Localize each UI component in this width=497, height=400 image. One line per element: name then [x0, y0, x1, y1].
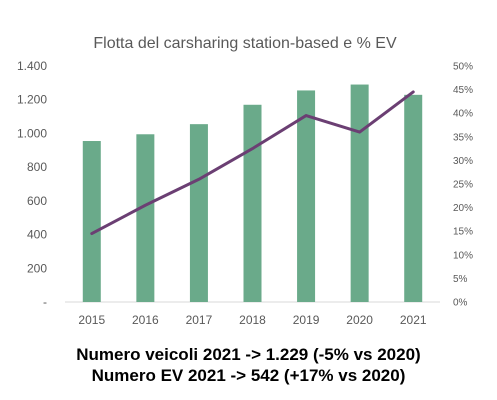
summary-notes: Numero veicoli 2021 -> 1.229 (-5% vs 202… — [0, 344, 497, 386]
bar — [297, 90, 316, 302]
bar — [82, 141, 101, 302]
bar-series — [82, 84, 423, 303]
x-tick-label: 2016 — [132, 313, 159, 327]
y-right-tick-label: 35% — [453, 132, 473, 143]
y-left-tick-label: 200 — [27, 261, 47, 275]
y-left-tick-label: - — [43, 295, 47, 309]
bar — [404, 94, 423, 302]
y-right-tick-label: 30% — [453, 156, 473, 167]
y-right-tick-label: 45% — [453, 85, 473, 96]
combo-chart: Flotta del carsharing station-based e % … — [17, 35, 473, 327]
y-right-tick-label: 50% — [453, 62, 473, 73]
x-tick-label: 2017 — [186, 313, 213, 327]
bar — [350, 84, 369, 303]
y-left-tick-label: 1.400 — [17, 59, 47, 73]
y-right-tick-label: 20% — [453, 203, 473, 214]
y-left-tick-label: 1.000 — [17, 126, 47, 140]
x-tick-label: 2021 — [400, 313, 427, 327]
note-vehicles: Numero veicoli 2021 -> 1.229 (-5% vs 202… — [76, 345, 421, 364]
chart-title: Flotta del carsharing station-based e % … — [93, 35, 397, 52]
line-series — [90, 90, 415, 236]
y-right-tick-label: 25% — [453, 180, 473, 191]
x-tick-label: 2020 — [346, 313, 373, 327]
y-left-tick-label: 800 — [27, 160, 47, 174]
x-tick-label: 2018 — [239, 313, 266, 327]
x-axis-ticks: 2015 2016 2017 2018 2019 2020 2021 — [78, 313, 426, 327]
bar — [136, 134, 155, 302]
y-right-tick-label: 5% — [453, 274, 468, 285]
left-axis-ticks: - 200 400 600 800 1.000 1.200 1.400 — [17, 59, 47, 309]
y-right-tick-label: 10% — [453, 250, 473, 261]
bar — [189, 124, 208, 303]
y-left-tick-label: 600 — [27, 194, 47, 208]
x-tick-label: 2015 — [78, 313, 105, 327]
y-left-tick-label: 1.200 — [17, 93, 47, 107]
x-tick-label: 2019 — [293, 313, 320, 327]
bar — [243, 104, 262, 303]
y-right-tick-label: 0% — [453, 298, 468, 309]
right-axis-ticks: 0% 5% 10% 15% 20% 25% 30% 35% 40% 45% 50% — [453, 62, 473, 309]
y-left-tick-label: 400 — [27, 228, 47, 242]
y-right-tick-label: 40% — [453, 109, 473, 120]
y-right-tick-label: 15% — [453, 227, 473, 238]
note-ev: Numero EV 2021 -> 542 (+17% vs 2020) — [91, 366, 406, 385]
